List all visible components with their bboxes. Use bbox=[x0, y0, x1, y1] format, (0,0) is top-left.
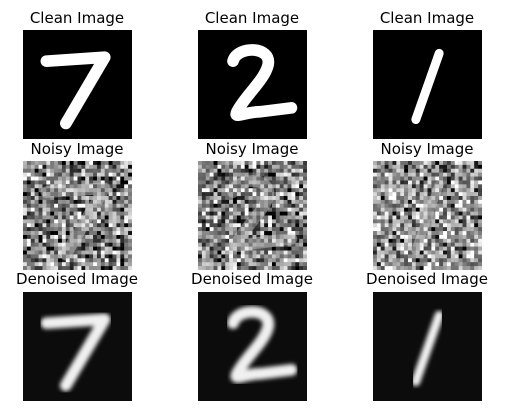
digit-2-noisy-graphic bbox=[198, 161, 307, 270]
clean-image-digit-2 bbox=[198, 30, 307, 139]
denoised-image-digit-2 bbox=[198, 292, 307, 401]
digit-1-clean-graphic bbox=[411, 48, 444, 125]
denoised-image-digit-7 bbox=[23, 292, 132, 401]
digit-7-noisy-graphic bbox=[23, 161, 132, 270]
title-noisy-7: Noisy Image bbox=[30, 140, 124, 158]
title-noisy-2: Noisy Image bbox=[205, 140, 299, 158]
digit-7-denoised-graphic bbox=[40, 313, 111, 392]
digit-2-denoised-graphic bbox=[227, 306, 298, 383]
digit-1-denoised-graphic bbox=[411, 310, 444, 387]
digit-1-noisy-graphic bbox=[373, 161, 482, 270]
title-clean-2: Clean Image bbox=[204, 9, 300, 27]
digit-7-clean-graphic bbox=[40, 51, 111, 130]
title-noisy-1: Noisy Image bbox=[380, 140, 474, 158]
title-clean-1: Clean Image bbox=[379, 9, 475, 27]
noisy-image-digit-2 bbox=[198, 161, 307, 270]
denoised-image-digit-1 bbox=[373, 292, 482, 401]
title-denoised-2: Denoised Image bbox=[191, 270, 313, 288]
clean-image-digit-1 bbox=[373, 30, 482, 139]
clean-image-digit-7 bbox=[23, 30, 132, 139]
noisy-image-digit-7 bbox=[23, 161, 132, 270]
title-denoised-1: Denoised Image bbox=[366, 270, 488, 288]
title-denoised-7: Denoised Image bbox=[16, 270, 138, 288]
title-clean-7: Clean Image bbox=[29, 9, 125, 27]
digit-2-clean-graphic bbox=[227, 44, 298, 121]
noisy-image-digit-1 bbox=[373, 161, 482, 270]
